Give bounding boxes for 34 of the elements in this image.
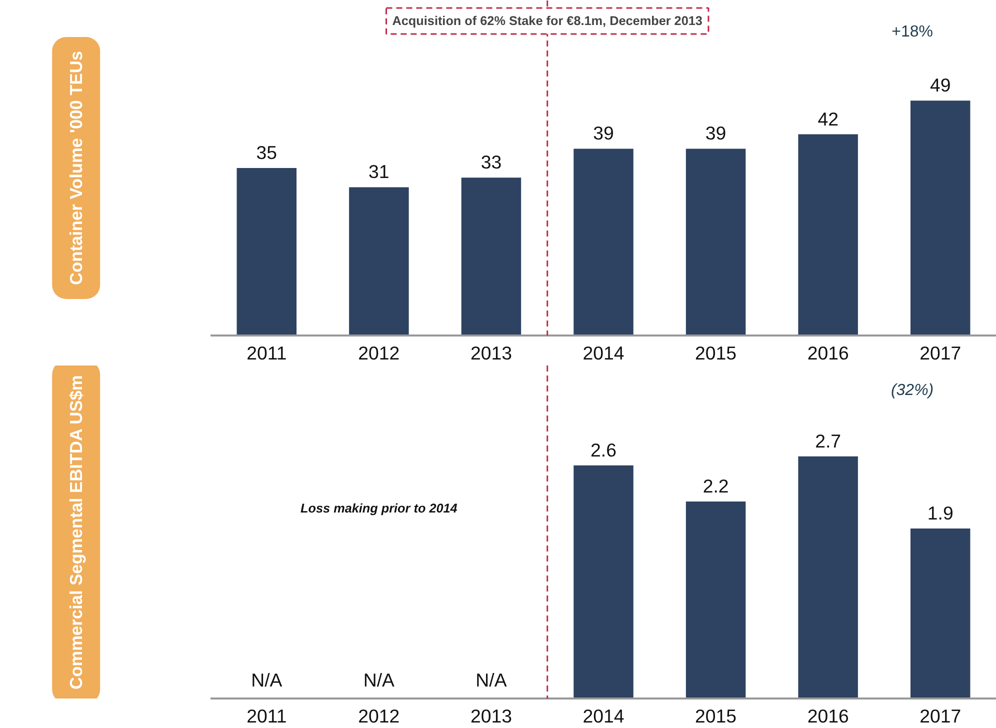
text: N/A	[363, 670, 394, 690]
x-tick-label: 2012	[358, 706, 400, 726]
data-label: 49	[930, 74, 951, 96]
text: N/A	[476, 670, 507, 690]
text: +18%	[892, 24, 933, 41]
data-label: 35	[256, 142, 278, 163]
x-tick-label: 2017	[920, 342, 962, 364]
x-tick-label: 2011	[246, 706, 287, 726]
x-tick-label: 2016	[807, 706, 849, 726]
x-tick-label: 2014	[582, 342, 624, 364]
x-tick-label: 2011	[246, 342, 287, 364]
y-axis-title: Commercial Segmental EBITDA US$m	[66, 375, 86, 690]
data-label: 39	[705, 122, 726, 144]
y-axis-title: Container Volume '000 TEUs	[66, 51, 86, 285]
data-label: 2.7	[815, 430, 842, 452]
data-label: 33	[480, 152, 502, 173]
data-label: 2.6	[590, 439, 616, 460]
text: (32%)	[890, 382, 934, 399]
x-tick-label: 2016	[807, 342, 849, 364]
x-tick-label: 2013	[470, 342, 512, 364]
data-label: 39	[593, 122, 614, 144]
data-label: 2.2	[702, 475, 729, 496]
data-label: 31	[368, 161, 390, 182]
data-label: 1.9	[927, 502, 954, 524]
ref-line-label: Acquisition of 62% Stake for €8.1m, December 2013	[392, 14, 702, 28]
x-tick-label: 2015	[695, 342, 737, 364]
x-tick-label: 2013	[470, 706, 512, 726]
annotation: Loss making prior to 2014	[300, 501, 458, 516]
x-tick-label: 2017	[920, 706, 962, 726]
text: N/A	[251, 670, 282, 690]
x-tick-label: 2012	[358, 342, 400, 364]
data-label: 42	[818, 108, 838, 130]
x-tick-label: 2015	[695, 706, 737, 726]
x-tick-label: 2014	[582, 706, 624, 726]
